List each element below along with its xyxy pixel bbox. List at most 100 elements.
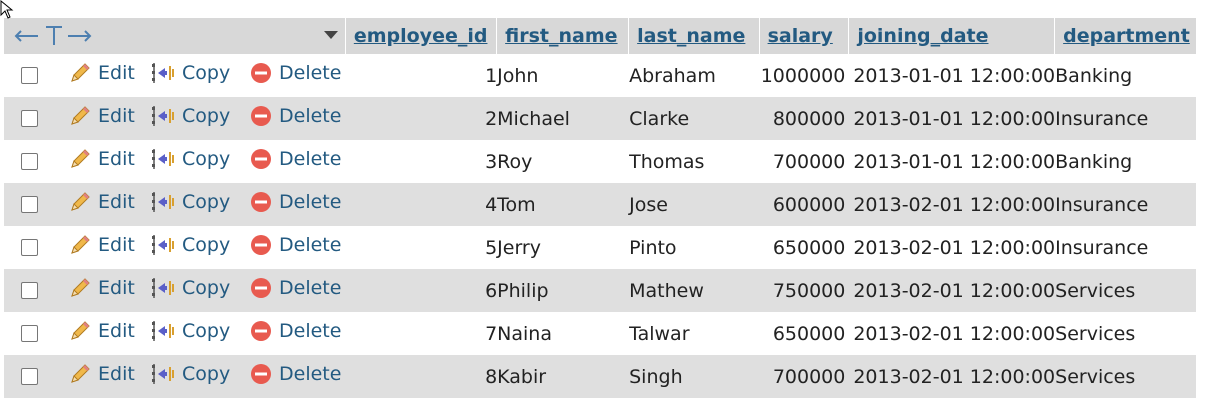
row-checkbox[interactable]: [21, 196, 38, 213]
copy-button[interactable]: Copy: [150, 190, 230, 214]
col-header-employee-id[interactable]: employee_id: [345, 18, 498, 54]
cell-last-name: Abraham: [629, 64, 716, 87]
row-checkbox[interactable]: [21, 67, 38, 84]
delete-label: Delete: [279, 105, 342, 127]
edit-label: Edit: [98, 191, 135, 213]
row-checkbox[interactable]: [21, 368, 38, 385]
cell-joining-date: 2013-02-01 12:00:00: [853, 193, 1056, 216]
delete-button[interactable]: Delete: [249, 61, 341, 85]
row-controls: Edit: [4, 183, 346, 226]
edit-label: Edit: [98, 320, 135, 342]
col-header-link[interactable]: last_name: [637, 25, 746, 47]
edit-label: Edit: [98, 105, 135, 127]
edit-button[interactable]: Edit: [68, 233, 135, 257]
delete-button[interactable]: Delete: [249, 362, 341, 386]
row-controls: Edit: [4, 140, 346, 183]
delete-cell: Delete: [249, 104, 345, 133]
mouse-cursor-icon: [0, 0, 14, 19]
col-header-last-name[interactable]: last_name: [629, 18, 760, 54]
cell-department: Services: [1055, 365, 1136, 388]
col-header-link[interactable]: employee_id: [353, 25, 488, 47]
copy-icon: [152, 63, 174, 83]
delete-button[interactable]: Delete: [249, 233, 341, 257]
copy-button[interactable]: Copy: [150, 362, 230, 386]
delete-icon: [251, 106, 271, 126]
copy-button[interactable]: Copy: [150, 276, 230, 300]
cell-joining-date: 2013-02-01 12:00:00: [853, 365, 1056, 388]
cell-joining-date: 2013-01-01 12:00:00: [853, 64, 1056, 87]
copy-button[interactable]: Copy: [150, 61, 230, 85]
cell-first-name: Philip: [497, 279, 549, 302]
edit-label: Edit: [98, 62, 135, 84]
cell-salary: 650000: [772, 236, 846, 259]
row-checkbox[interactable]: [21, 282, 38, 299]
row-checkbox[interactable]: [21, 153, 38, 170]
col-header-link[interactable]: joining_date: [857, 25, 989, 47]
copy-button[interactable]: Copy: [150, 233, 230, 257]
edit-button[interactable]: Edit: [68, 190, 135, 214]
copy-icon: [152, 364, 174, 384]
cell-last-name: Thomas: [629, 150, 705, 173]
delete-button[interactable]: Delete: [249, 104, 341, 128]
row-checkbox[interactable]: [21, 325, 38, 342]
edit-cell: Edit: [68, 104, 150, 133]
copy-label: Copy: [182, 277, 231, 299]
edit-cell: Edit: [68, 319, 150, 348]
delete-icon: [251, 192, 271, 212]
row-controls: Edit: [4, 312, 346, 355]
edit-label: Edit: [98, 234, 135, 256]
col-header-salary[interactable]: salary: [759, 18, 850, 54]
pencil-icon: [71, 321, 90, 340]
sort-arrow-icon[interactable]: [323, 30, 339, 40]
edit-label: Edit: [98, 363, 135, 385]
cell-first-name: Michael: [497, 107, 570, 130]
col-header-joining-date[interactable]: joining_date: [849, 18, 1056, 54]
col-header-department[interactable]: department: [1055, 18, 1196, 54]
row-select-cell: [4, 239, 68, 256]
cell-first-name: Kabir: [497, 365, 547, 388]
row-checkbox[interactable]: [21, 239, 38, 256]
edit-button[interactable]: Edit: [68, 276, 135, 300]
col-header-link[interactable]: first_name: [505, 25, 618, 47]
table-row: Edit: [4, 355, 1196, 398]
cell-department: Banking: [1055, 150, 1133, 173]
row-controls: Edit: [4, 269, 346, 312]
cell-employee-id: 6: [485, 279, 498, 302]
copy-label: Copy: [182, 320, 231, 342]
cell-department: Services: [1055, 322, 1136, 345]
results-table: employee_id first_name last_name salary …: [4, 18, 1196, 398]
cell-first-name: Naina: [497, 322, 552, 345]
delete-label: Delete: [279, 62, 342, 84]
edit-button[interactable]: Edit: [68, 319, 135, 343]
edit-button[interactable]: Edit: [68, 61, 135, 85]
col-header-first-name[interactable]: first_name: [497, 18, 630, 54]
edit-button[interactable]: Edit: [68, 147, 135, 171]
pencil-icon: [71, 63, 90, 82]
edit-button[interactable]: Edit: [68, 104, 135, 128]
cell-last-name: Talwar: [629, 322, 690, 345]
column-visibility-arrows-icon[interactable]: [12, 25, 92, 47]
copy-button[interactable]: Copy: [150, 319, 230, 343]
copy-cell: Copy: [150, 104, 249, 133]
delete-button[interactable]: Delete: [249, 276, 341, 300]
copy-icon: [152, 106, 174, 126]
copy-button[interactable]: Copy: [150, 104, 230, 128]
copy-label: Copy: [182, 234, 231, 256]
edit-button[interactable]: Edit: [68, 362, 135, 386]
col-header-link[interactable]: department: [1063, 25, 1190, 47]
copy-cell: Copy: [150, 61, 249, 90]
row-select-cell: [4, 196, 68, 213]
copy-label: Copy: [182, 191, 231, 213]
col-header-link[interactable]: salary: [767, 25, 833, 47]
delete-button[interactable]: Delete: [249, 147, 341, 171]
copy-label: Copy: [182, 105, 231, 127]
pencil-icon: [71, 106, 90, 125]
edit-cell: Edit: [68, 276, 150, 305]
delete-button[interactable]: Delete: [249, 190, 341, 214]
copy-cell: Copy: [150, 362, 249, 391]
cell-employee-id: 8: [485, 365, 498, 388]
row-checkbox[interactable]: [21, 110, 38, 127]
cell-joining-date: 2013-01-01 12:00:00: [853, 107, 1056, 130]
copy-button[interactable]: Copy: [150, 147, 230, 171]
delete-button[interactable]: Delete: [249, 319, 341, 343]
